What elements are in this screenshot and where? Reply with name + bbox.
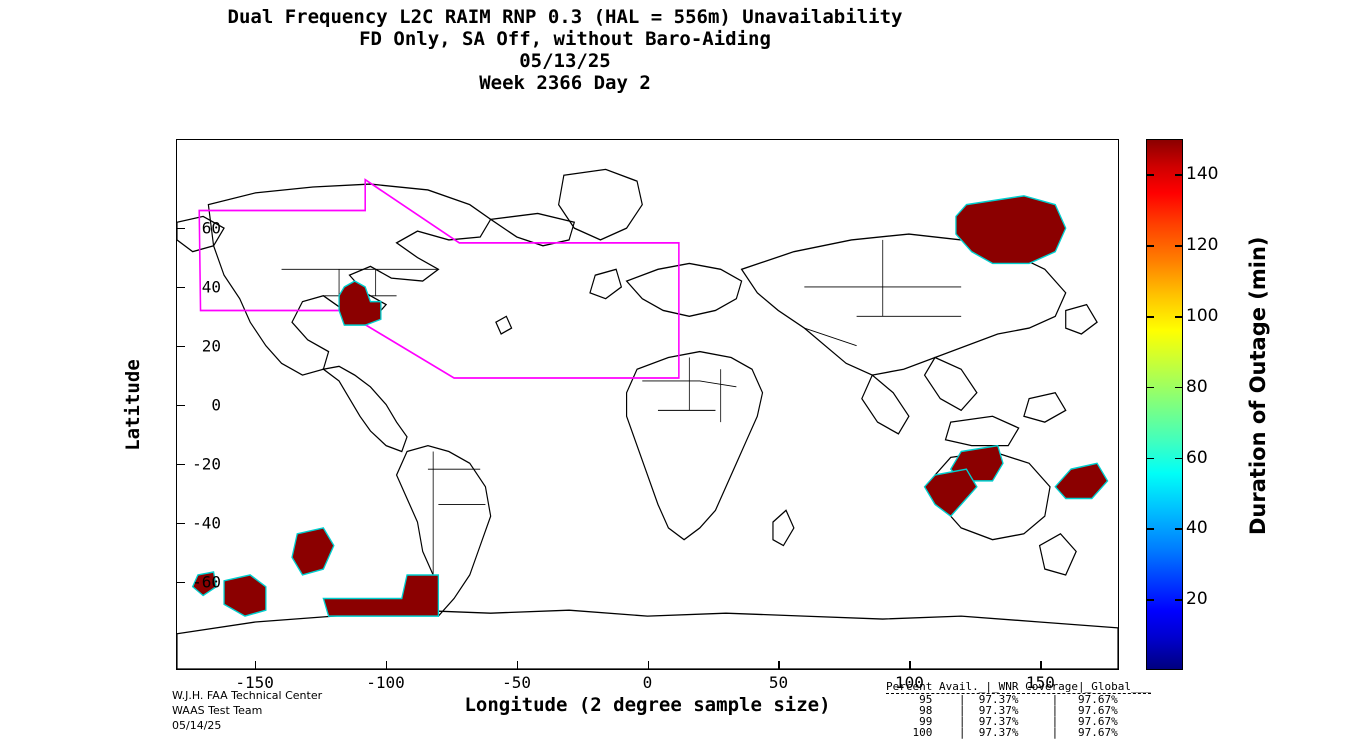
- chart-title-block: Dual Frequency L2C RAIM RNP 0.3 (HAL = 5…: [0, 6, 1130, 94]
- y-tick-label: -40: [192, 513, 221, 532]
- outage-new-zealand-west: [1054, 462, 1109, 500]
- colorbar-tick-label: 100: [1186, 306, 1219, 326]
- x-axis-label: Longitude (2 degree sample size): [464, 694, 831, 716]
- stats-table-header: Percent Avail._|_WNR Coverage|_Global___: [886, 680, 1151, 694]
- stats-table-row: 98 | 97.37% | 97.67%: [886, 704, 1118, 717]
- colorbar-tick-mark: [1175, 457, 1183, 460]
- x-tick-mark: [778, 661, 780, 670]
- credit-line-1: W.J.H. FAA Technical Center: [172, 689, 323, 702]
- colorbar-tick-mark: [1146, 386, 1154, 389]
- colorbar-tick-label: 60: [1186, 447, 1208, 468]
- x-tick-mark: [909, 661, 911, 670]
- colorbar-tick-label: 80: [1186, 376, 1208, 397]
- y-tick-mark: [176, 581, 185, 583]
- x-tick-label: -150: [235, 673, 274, 692]
- x-tick-mark: [1040, 661, 1042, 670]
- wnr-coverage-boundary: [198, 178, 680, 379]
- y-tick-label: 20: [201, 336, 221, 355]
- x-tick-label: 0: [642, 673, 653, 692]
- y-tick-mark: [176, 286, 185, 288]
- outage-south-pacific-b: [223, 574, 267, 617]
- colorbar[interactable]: [1146, 139, 1183, 670]
- title-line-1: Dual Frequency L2C RAIM RNP 0.3 (HAL = 5…: [227, 6, 903, 28]
- colorbar-tick-mark: [1175, 599, 1183, 601]
- map-plot-area[interactable]: (WJH FAA Tech Cntr, NJ USA): [176, 139, 1119, 670]
- stats-table: Percent Avail._|_WNR Coverage|_Global___…: [886, 681, 1151, 738]
- x-tick-label: 100: [894, 673, 924, 692]
- colorbar-tick-mark: [1146, 599, 1154, 601]
- y-tick-mark: [176, 404, 185, 406]
- country-border-layer: [281, 239, 962, 575]
- stats-table-row: 95 | 97.37% | 97.67%: [886, 693, 1118, 706]
- y-tick-label: 60: [201, 218, 221, 237]
- credit-line-3: 05/14/25: [172, 719, 222, 732]
- title-line-2: FD Only, SA Off, without Baro-Aiding: [359, 28, 771, 50]
- y-axis-label-wrap: Latitude: [95, 139, 144, 670]
- outage-us-southwest: [338, 280, 382, 326]
- y-tick-mark: [176, 345, 185, 347]
- y-tick-label: 40: [201, 277, 221, 296]
- y-tick-mark: [176, 463, 185, 465]
- colorbar-tick-mark: [1146, 528, 1154, 530]
- outage-south-pacific-a: [291, 527, 335, 576]
- credit-line-2: WAAS Test Team: [172, 704, 263, 717]
- outage-region-layer: [191, 195, 1109, 617]
- title-line-4: Week 2366 Day 2: [479, 72, 651, 94]
- outage-south-australia: [923, 468, 978, 518]
- x-tick-mark: [516, 661, 519, 670]
- colorbar-tick-mark: [1146, 457, 1154, 460]
- colorbar-tick-mark: [1175, 528, 1183, 530]
- title-line-3: 05/13/25: [519, 50, 611, 72]
- colorbar-tick-label: 120: [1186, 235, 1219, 256]
- outage-ne-siberia: [955, 195, 1067, 265]
- colorbar-tick-mark: [1175, 386, 1183, 389]
- colorbar-tick-label: 140: [1186, 164, 1219, 185]
- x-tick-label: -100: [366, 673, 405, 692]
- y-tick-label: -20: [192, 454, 221, 473]
- colorbar-tick-label: 40: [1186, 518, 1208, 539]
- credit-block: W.J.H. FAA Technical Center WAAS Test Te…: [172, 688, 322, 733]
- colorbar-tick-mark: [1175, 174, 1183, 176]
- colorbar-label-wrap: Duration of Outage (min): [1238, 139, 1270, 670]
- y-tick-label: -60: [192, 572, 221, 591]
- y-tick-mark: [176, 227, 185, 229]
- y-tick-mark: [176, 522, 185, 524]
- colorbar-label: Duration of Outage (min): [1246, 235, 1270, 535]
- x-tick-mark: [254, 661, 257, 670]
- colorbar-tick-label: 20: [1186, 589, 1208, 610]
- colorbar-tick-mark: [1146, 174, 1154, 176]
- y-tick-label: 0: [211, 395, 221, 414]
- colorbar-tick-mark: [1175, 316, 1183, 318]
- x-tick-mark: [385, 661, 388, 670]
- x-tick-label: -50: [502, 673, 531, 692]
- y-axis-label: Latitude: [121, 358, 144, 451]
- colorbar-tick-mark: [1146, 316, 1154, 318]
- outage-south-pacific-c: [191, 571, 217, 597]
- stats-table-row: 100 | 97.37% | 97.67%: [886, 726, 1118, 739]
- colorbar-tick-mark: [1146, 245, 1154, 247]
- world-map-svg: [177, 168, 1118, 669]
- x-tick-mark: [647, 661, 649, 670]
- x-tick-label: 50: [768, 673, 789, 692]
- x-tick-label: 150: [1025, 673, 1055, 692]
- outage-southern-ocean: [322, 574, 440, 617]
- colorbar-tick-mark: [1175, 245, 1183, 247]
- stats-table-row: 99 | 97.37% | 97.67%: [886, 715, 1118, 728]
